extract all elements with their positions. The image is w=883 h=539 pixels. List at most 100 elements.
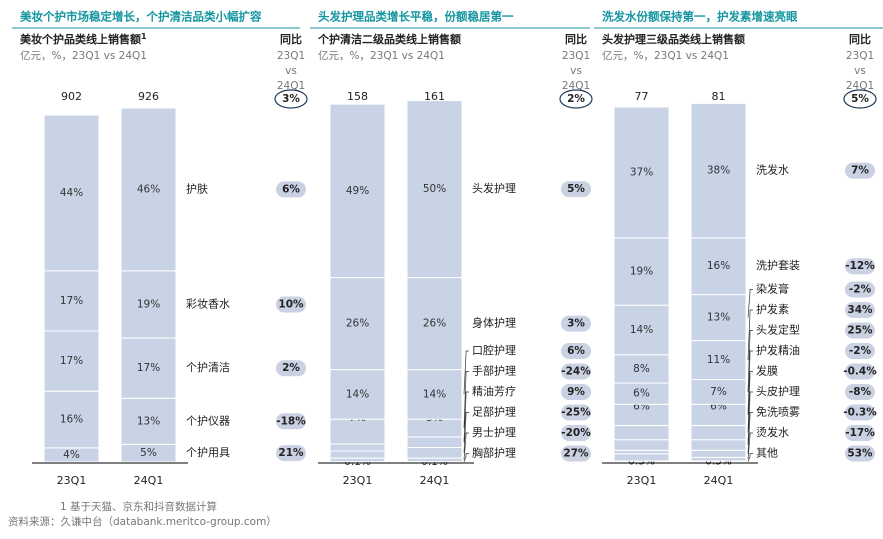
bar-segment xyxy=(120,270,177,339)
bar-segment xyxy=(120,397,177,445)
chart-subtitle: 美妆个护品类线上销售额1 xyxy=(20,32,147,47)
bar-segment xyxy=(613,304,670,356)
bar-segment xyxy=(613,439,670,451)
category-label: 洗发水 xyxy=(756,163,789,177)
bar-segment xyxy=(329,277,386,371)
growth-label: 3% xyxy=(567,318,585,330)
category-label: 发膜 xyxy=(756,364,778,378)
total-growth: 3% xyxy=(282,93,300,105)
growth-pill xyxy=(561,404,591,421)
segment-label: 8% xyxy=(633,363,650,375)
bar-segment xyxy=(406,446,463,459)
category-label: 洗护套装 xyxy=(756,258,800,272)
bar-segment xyxy=(406,277,463,371)
bar-segment xyxy=(613,237,670,306)
bar-segment xyxy=(690,425,747,441)
total-label: 161 xyxy=(424,90,445,103)
subtitle-text: 头发护理三级品类线上销售额 xyxy=(602,32,745,46)
category-label: 身体护理 xyxy=(472,316,516,330)
segment-label: 16% xyxy=(60,414,83,426)
bar-segment xyxy=(329,457,386,463)
growth-period: 23Q1 xyxy=(277,50,305,62)
growth-period: 24Q1 xyxy=(846,80,874,92)
section-title: 头发护理品类增长平稳，份额稳居第一 xyxy=(318,10,514,24)
leader-line xyxy=(463,350,469,395)
total-label: 926 xyxy=(138,90,159,103)
x-tick-label: 24Q1 xyxy=(704,474,734,487)
total-growth-ring xyxy=(843,89,877,109)
growth-label: -2% xyxy=(849,345,872,357)
category-label: 个护仪器 xyxy=(186,413,230,427)
growth-pill xyxy=(845,322,875,339)
footnote: 1 基于天猫、京东和抖音数据计算 xyxy=(60,500,217,513)
leader-line xyxy=(747,432,753,460)
category-label: 彩妆香水 xyxy=(186,297,230,310)
x-tick-label: 23Q1 xyxy=(343,474,373,487)
growth-pill xyxy=(276,413,306,430)
segment-label: 26% xyxy=(346,318,369,330)
segment-label: 13% xyxy=(707,312,730,324)
source: 资料来源：久谦中台（databank.meritco-group.com） xyxy=(8,515,277,528)
x-tick-label: 23Q1 xyxy=(57,474,87,487)
growth-label: 34% xyxy=(847,304,873,316)
segment-label: 5% xyxy=(140,447,157,459)
growth-period: 24Q1 xyxy=(562,80,590,92)
growth-label: 2% xyxy=(282,362,300,374)
growth-label: -2% xyxy=(849,284,872,296)
growth-label: -0.3% xyxy=(843,407,877,419)
x-tick-label: 24Q1 xyxy=(134,474,164,487)
category-label: 免洗喷雾 xyxy=(756,405,800,419)
growth-pill xyxy=(845,281,875,298)
category-label: 个护用具 xyxy=(186,445,230,459)
growth-label: 25% xyxy=(847,325,873,337)
category-label: 头皮护理 xyxy=(756,384,800,398)
leader-line xyxy=(463,432,469,460)
segment-label: 50% xyxy=(423,183,446,195)
category-label: 护肤 xyxy=(186,181,208,195)
bar-segment xyxy=(329,103,386,279)
category-label: 男士护理 xyxy=(472,425,516,439)
category-label: 护发精油 xyxy=(756,343,800,357)
bar-segment xyxy=(690,102,747,239)
segment-label: 26% xyxy=(423,318,446,330)
growth-period: 23Q1 xyxy=(846,50,874,62)
leader-line xyxy=(747,309,753,361)
bar-segment xyxy=(613,449,670,455)
growth-label: -12% xyxy=(845,260,875,272)
category-label: 护发素 xyxy=(756,302,789,316)
total-label: 77 xyxy=(635,90,649,103)
growth-pill xyxy=(276,360,306,377)
growth-label: 27% xyxy=(563,448,589,460)
total-growth-ring xyxy=(559,89,593,109)
segment-label: 7% xyxy=(710,386,727,398)
growth-pill xyxy=(561,445,591,462)
growth-pill xyxy=(561,343,591,359)
total-label: 81 xyxy=(712,90,726,103)
growth-label: 21% xyxy=(278,447,304,459)
growth-label: -17% xyxy=(845,427,875,439)
chart-subtitle: 个护清洁二级品类线上销售额 xyxy=(317,32,461,46)
total-label: 902 xyxy=(61,90,82,103)
bar-segment xyxy=(406,457,463,463)
growth-pill xyxy=(845,258,875,275)
growth-label: 6% xyxy=(567,345,585,357)
section-title: 美妆个护市场稳定增长，个护清洁品类小幅扩容 xyxy=(20,10,262,24)
growth-period: vs xyxy=(854,65,866,77)
bar-segment xyxy=(329,369,386,420)
total-growth-ring xyxy=(274,89,308,109)
total-growth: 2% xyxy=(567,93,585,105)
segment-label: 37% xyxy=(630,166,653,178)
segment-label: 17% xyxy=(137,362,160,374)
bar-segment xyxy=(690,294,747,342)
chart-subtitle: 头发护理三级品类线上销售额 xyxy=(602,32,745,46)
growth-pill xyxy=(845,384,875,400)
growth-header: 同比 xyxy=(565,32,587,46)
growth-pill xyxy=(561,363,591,380)
bar-segment xyxy=(613,425,670,441)
leader-line xyxy=(747,391,753,446)
growth-period: 24Q1 xyxy=(277,80,305,92)
leader-line xyxy=(747,330,753,392)
growth-pill xyxy=(561,425,591,441)
bar-segment xyxy=(690,379,747,405)
